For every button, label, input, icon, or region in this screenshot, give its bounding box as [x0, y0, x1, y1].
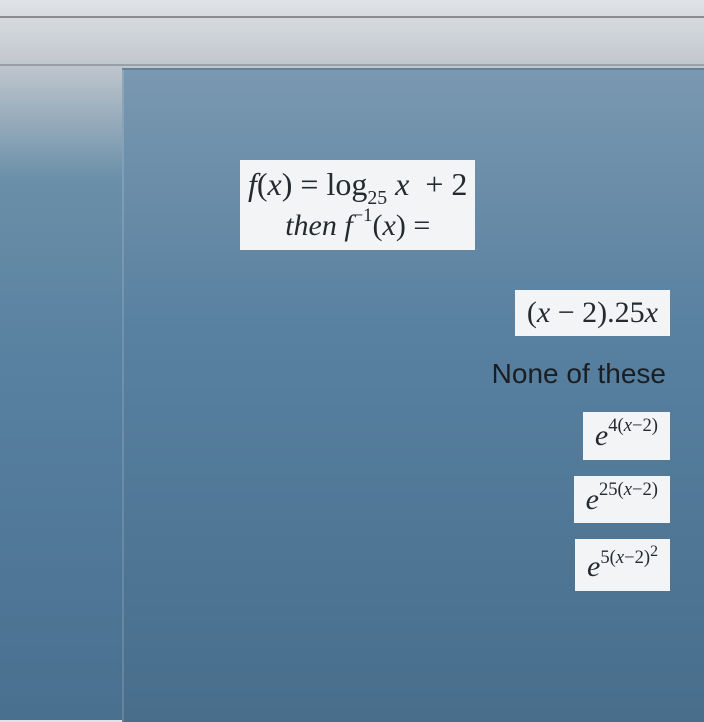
question-line-1: f(x) = log25 x + 2: [248, 166, 467, 208]
question-box: f(x) = log25 x + 2 then f−1(x) =: [240, 160, 475, 250]
question-content: f(x) = log25 x + 2 then f−1(x) = (x − 2)…: [240, 160, 670, 591]
divider-top-2: [0, 64, 704, 66]
options-list: (x − 2).25x None of these e4(x−2) e25(x−…: [240, 290, 670, 591]
option-a[interactable]: (x − 2).25x: [515, 290, 670, 337]
question-line-2: then f−1(x) =: [248, 208, 467, 244]
divider-top-1: [0, 16, 704, 18]
option-e[interactable]: e5(x−2)2: [575, 539, 670, 591]
option-b-none[interactable]: None of these: [480, 352, 670, 396]
option-d[interactable]: e25(x−2): [574, 476, 670, 524]
option-c[interactable]: e4(x−2): [583, 412, 670, 460]
